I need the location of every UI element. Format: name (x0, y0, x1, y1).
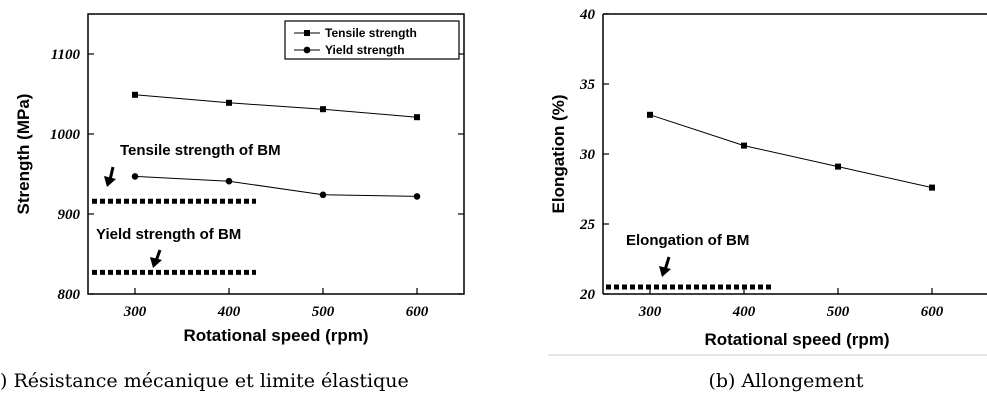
legend-label-tensile: Tensile strength (325, 26, 417, 40)
axis-ticks: 300 400 500 600 20 25 30 35 40 (579, 7, 944, 320)
y-tick-label: 30 (579, 147, 596, 163)
annotation-tensile-bm: Tensile strength of BM (120, 142, 281, 159)
chart-strength: 300 400 500 600 800 900 1000 1100 Tensile stren… (14, 13, 465, 345)
legend-label-yield: Yield strength (325, 43, 405, 57)
arrow-icon (150, 249, 162, 268)
x-tick-label: 300 (123, 304, 147, 320)
data-point (319, 191, 327, 199)
data-point (741, 142, 747, 149)
data-point (835, 163, 841, 170)
data-point (225, 177, 233, 185)
arrow-icon (659, 256, 671, 277)
data-point (226, 99, 232, 106)
x-tick-label: 400 (217, 304, 241, 320)
x-tick-label: 500 (827, 304, 850, 320)
x-tick-label: 600 (406, 304, 429, 320)
x-tick-label: 400 (732, 304, 756, 320)
reference-lines (92, 198, 256, 275)
series-group (647, 111, 935, 191)
data-point (320, 106, 326, 113)
legend: Tensile strength Yield strength (284, 20, 460, 60)
y-tick-label: 35 (579, 77, 596, 93)
series-line (649, 114, 933, 189)
y-tick-label: 800 (58, 287, 81, 303)
y-tick-label: 25 (579, 217, 596, 233)
y-tick-label: 900 (58, 207, 81, 223)
y-tick-label: 40 (579, 7, 596, 23)
x-tick-label: 600 (921, 304, 944, 320)
y-axis-label: Elongation (%) (549, 95, 568, 214)
y-tick-label: 1000 (50, 127, 81, 143)
plot-frame (87, 13, 465, 295)
series-group (131, 91, 421, 200)
series-line (134, 94, 418, 118)
legend-marker-circle (303, 46, 311, 54)
x-tick-label: 500 (312, 304, 335, 320)
axis-ticks: 300 400 500 600 800 900 1000 1100 (50, 47, 464, 320)
data-point (929, 184, 935, 191)
data-point (414, 114, 420, 121)
data-point (413, 193, 421, 200)
data-point (132, 91, 138, 98)
legend-box (284, 20, 460, 60)
y-tick-label: 1100 (51, 47, 81, 63)
x-tick-label: 300 (638, 304, 662, 320)
arrow-icon (104, 166, 116, 187)
legend-marker-square (304, 30, 310, 36)
annotation-elongation-bm: Elongation of BM (626, 232, 749, 249)
x-axis-label: Rotational speed (rpm) (183, 326, 368, 345)
annotation-yield-bm: Yield strength of BM (96, 226, 241, 243)
data-point (647, 111, 653, 118)
series-line (134, 175, 418, 197)
y-tick-label: 20 (579, 287, 596, 303)
y-axis-label: Strength (MPa) (14, 94, 33, 215)
x-axis-label: Rotational speed (rpm) (704, 330, 889, 349)
caption-b: (b) Allongement (708, 370, 863, 392)
data-point (131, 173, 139, 180)
caption-a: ) Résistance mécanique et limite élastiq… (0, 370, 409, 392)
